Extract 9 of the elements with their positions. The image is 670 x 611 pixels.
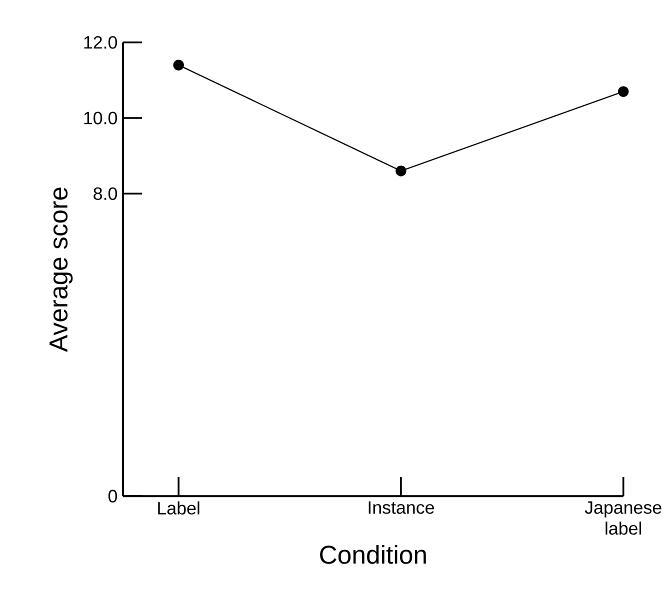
x-tick-label: Label [158,502,200,515]
x-tick-label: Japanese label [584,502,662,535]
y-tick-label: 0 [108,490,118,503]
y-tick-label: 12.0 [84,36,118,49]
x-tick-label: Instance [368,502,434,514]
y-axis-title: Average score [50,188,73,352]
x-axis-title: Condition [320,545,426,564]
y-tick-label: 8.0 [94,188,118,200]
y-tick-label: 10.0 [84,112,118,125]
